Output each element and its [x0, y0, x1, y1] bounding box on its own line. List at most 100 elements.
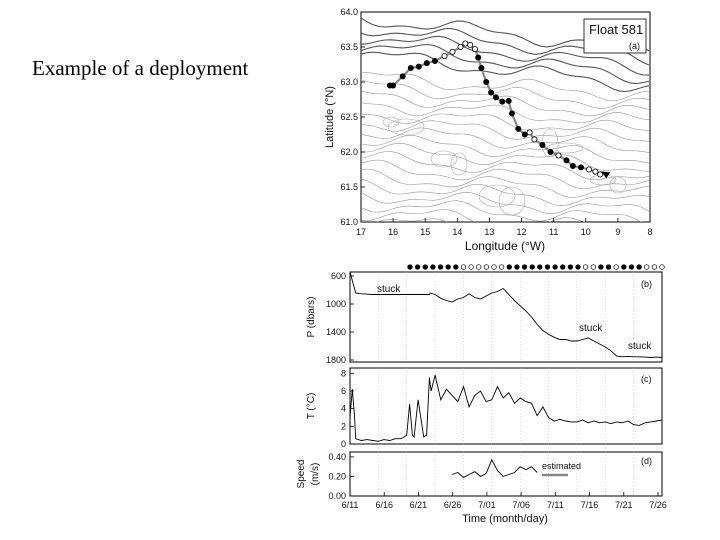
contour-loop — [498, 186, 526, 216]
map-y-axis-label: Latitude (°N) — [324, 86, 336, 148]
track-point — [569, 162, 576, 169]
track-point — [483, 79, 490, 86]
status-dot — [453, 264, 459, 270]
temperature-y-tick-label: 4 — [341, 404, 346, 414]
pressure-y-ticks: 600 1000 1400 1800 — [326, 271, 354, 365]
map-x-tick-label: 13 — [484, 227, 494, 237]
map-y-tick-label: 64.0 — [340, 7, 358, 17]
status-dot — [422, 264, 428, 270]
speed-y-tick-label: 0.20 — [328, 471, 346, 481]
map-x-tick-label: 17 — [356, 227, 366, 237]
track-point — [531, 136, 538, 143]
time-x-tick-label: 7/01 — [478, 500, 496, 510]
contour-line — [361, 51, 650, 93]
profile-status-dots — [407, 264, 665, 270]
time-x-tick-label: 7/11 — [547, 500, 564, 510]
status-dot — [460, 264, 467, 270]
track-point — [462, 40, 469, 47]
map-x-ticks: 17 16 15 14 13 12 11 10 9 8 — [356, 218, 653, 237]
time-x-ticks: 6/11 6/16 6/21 6/26 7/01 7/06 7/11 7/16 7/21 7/26 — [342, 492, 667, 510]
time-x-tick-label: 6/26 — [444, 500, 462, 510]
status-dot — [575, 264, 581, 270]
contour-line — [361, 134, 650, 164]
contour-line — [361, 178, 650, 207]
status-dot — [598, 264, 604, 270]
speed-panel: 0.00 0.20 0.40 6/11 6/16 6/21 6/26 7/01 7/06 7/1… — [296, 451, 667, 525]
status-dot — [414, 264, 421, 270]
panel-label-d: (d) — [641, 456, 652, 466]
contour-line — [361, 90, 650, 117]
status-dot — [659, 264, 665, 270]
status-dot — [621, 264, 627, 270]
track-point — [515, 125, 522, 132]
map-panel: Float 581 (a) 17 16 15 14 13 12 11 10 9 8 64.0 63.… — [324, 7, 653, 253]
stuck-label-2: stuck — [579, 323, 603, 334]
temperature-series — [349, 374, 663, 442]
track-point — [505, 97, 512, 104]
speed-legend-label: estimated — [542, 461, 581, 471]
contour-line — [361, 151, 650, 181]
contour-loop — [609, 176, 627, 194]
time-x-tick-label: 7/06 — [512, 500, 530, 510]
track-line — [389, 42, 601, 176]
contour-line — [361, 142, 650, 172]
status-dot — [628, 264, 635, 270]
track-point — [441, 53, 448, 60]
status-dot — [529, 264, 535, 270]
map-x-tick-label: 9 — [615, 227, 620, 237]
track-point — [457, 44, 464, 51]
map-y-tick-label: 61.5 — [340, 182, 358, 192]
status-dot — [468, 264, 474, 270]
track-point — [471, 46, 478, 53]
temperature-y-axis-label: T (°C) — [306, 393, 317, 420]
status-dot — [407, 264, 413, 270]
contour-line — [361, 113, 650, 131]
track-point — [547, 148, 554, 155]
status-dot — [582, 264, 589, 270]
track-point — [539, 141, 546, 148]
speed-y-tick-label: 0.40 — [328, 452, 346, 462]
map-y-tick-label: 62.0 — [340, 147, 358, 157]
time-x-tick-label: 7/21 — [615, 500, 633, 510]
panel-label-b: (b) — [641, 279, 652, 289]
speed-y-tick-label: 0.00 — [328, 491, 346, 501]
track-point — [578, 164, 585, 171]
status-dot — [506, 264, 512, 270]
contour-loop — [430, 150, 458, 168]
map-x-tick-label: 15 — [420, 227, 430, 237]
track-point — [449, 48, 456, 55]
pressure-y-tick-label: 1000 — [326, 299, 346, 309]
temperature-grid — [378, 368, 634, 444]
map-y-tick-label: 63.0 — [340, 77, 358, 87]
temperature-frame — [349, 367, 663, 445]
contour-line — [361, 159, 650, 190]
track-point — [499, 98, 506, 105]
contour-line — [361, 168, 650, 198]
contour-line — [361, 120, 650, 142]
map-x-tick-label: 10 — [581, 227, 591, 237]
bathymetry-contours — [361, 17, 650, 222]
track-point — [488, 89, 495, 96]
status-dot — [521, 264, 528, 270]
time-x-tick-label: 7/16 — [581, 500, 599, 510]
float-track — [386, 40, 611, 179]
time-x-tick-label: 6/16 — [375, 500, 393, 510]
time-x-tick-label: 6/21 — [410, 500, 428, 510]
speed-y-axis-label-line1: Speed — [296, 460, 307, 489]
map-x-tick-label: 14 — [452, 227, 462, 237]
pressure-panel: 600 1000 1400 1800 (b) stuck stuck stuck P … — [306, 271, 663, 365]
track-point — [390, 82, 397, 89]
track-point — [586, 166, 593, 173]
contour-line — [361, 127, 650, 153]
contour-line — [361, 191, 650, 214]
status-dot — [476, 264, 482, 270]
status-dot — [491, 264, 497, 270]
map-x-tick-label: 8 — [647, 227, 652, 237]
map-y-tick-label: 61.0 — [340, 217, 358, 227]
status-dot — [567, 264, 574, 270]
map-x-tick-label: 12 — [517, 227, 527, 237]
track-point — [423, 60, 430, 67]
contour-loop — [478, 184, 516, 208]
map-y-ticks: 64.0 63.5 63.0 62.5 62.0 61.5 61.0 — [340, 7, 365, 227]
